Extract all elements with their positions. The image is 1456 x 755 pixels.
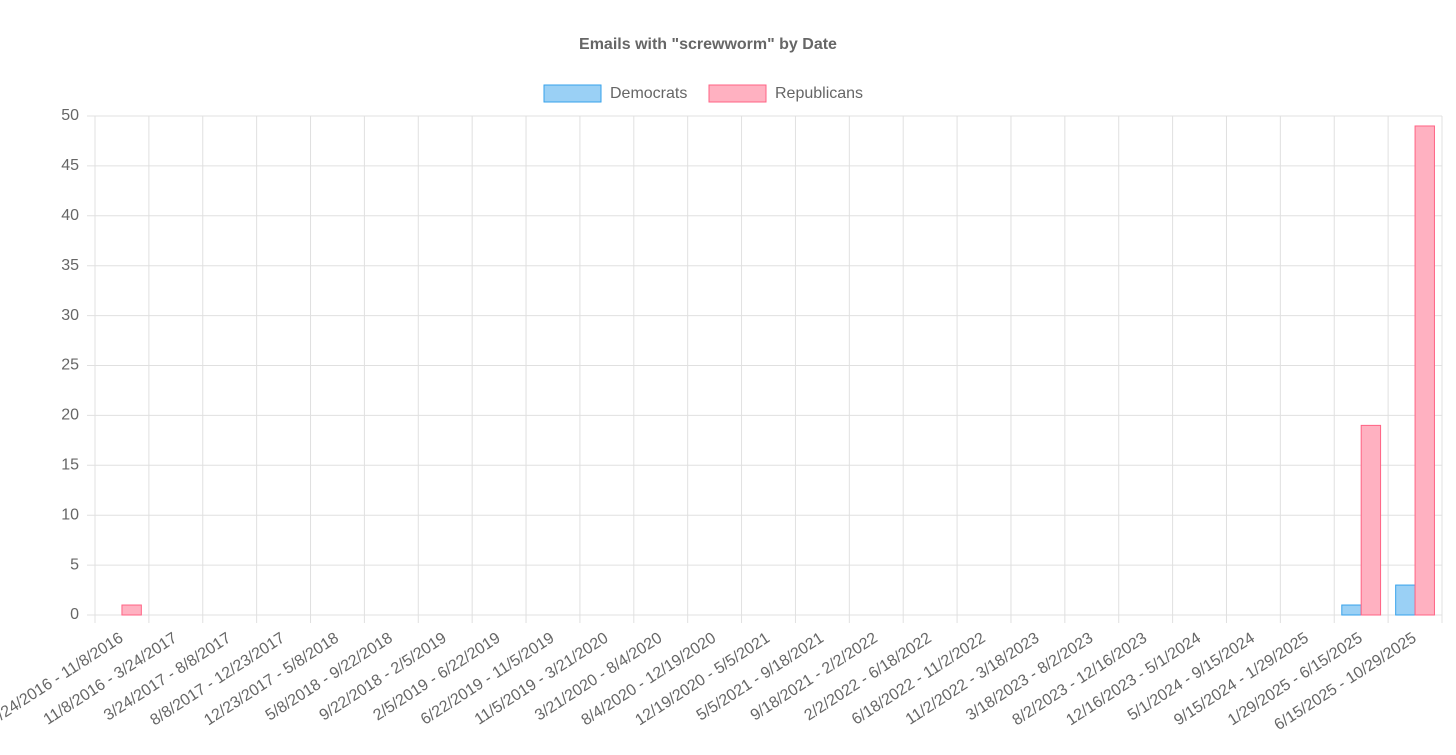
bar [121, 604, 142, 616]
y-tick-label: 20 [61, 407, 79, 424]
y-tick-label: 45 [61, 157, 79, 174]
legend-swatch [708, 84, 767, 103]
bar [1395, 584, 1416, 616]
bar [1360, 424, 1382, 616]
y-tick-label: 35 [61, 257, 79, 274]
legend-label: Republicans [775, 85, 863, 102]
bar [1414, 125, 1435, 616]
y-tick-label: 30 [61, 307, 79, 324]
y-tick-label: 0 [70, 606, 79, 623]
y-tick-label: 40 [61, 207, 79, 224]
chart-title: Emails with "screwworm" by Date [579, 36, 837, 53]
legend-swatch [543, 84, 602, 103]
y-tick-label: 15 [61, 457, 79, 474]
legend-label: Democrats [610, 85, 687, 102]
bar [1341, 604, 1362, 616]
y-tick-label: 25 [61, 357, 79, 374]
y-tick-label: 50 [61, 107, 79, 124]
y-tick-label: 5 [70, 556, 79, 573]
y-tick-label: 10 [61, 506, 79, 523]
